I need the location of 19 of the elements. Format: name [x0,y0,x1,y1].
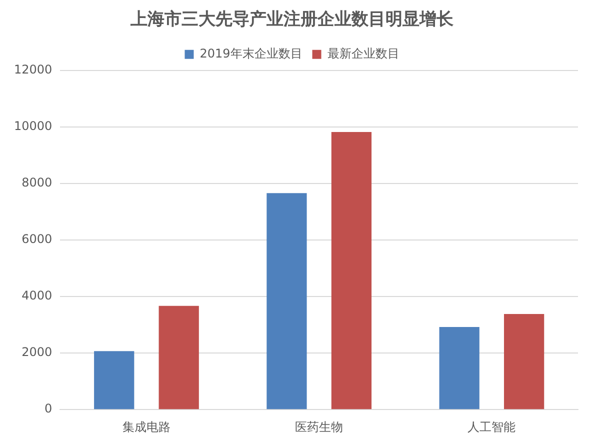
bar [158,306,199,410]
x-tick-label: 医药生物 [295,420,344,434]
y-tick-label: 2000 [22,345,52,360]
bar [504,314,544,410]
bar [331,132,372,410]
x-tick-label: 人工智能 [468,420,516,434]
bar [94,351,134,410]
y-tick-label: 0 [44,402,52,416]
y-tick-label: 12000 [14,62,52,77]
y-tick-label: 8000 [22,176,52,190]
y-tick-label: 4000 [22,288,52,303]
chart-title: 上海市三大先导产业注册企业数目明显增长 [130,10,454,30]
legend-label: 2019年末企业数目 [200,46,302,61]
legend-label: 最新企业数目 [327,46,400,61]
y-tick-label: 6000 [22,232,52,246]
x-tick-label: 集成电路 [122,420,170,434]
y-tick-label: 10000 [14,119,52,134]
bar [266,193,307,410]
bar [439,327,480,410]
